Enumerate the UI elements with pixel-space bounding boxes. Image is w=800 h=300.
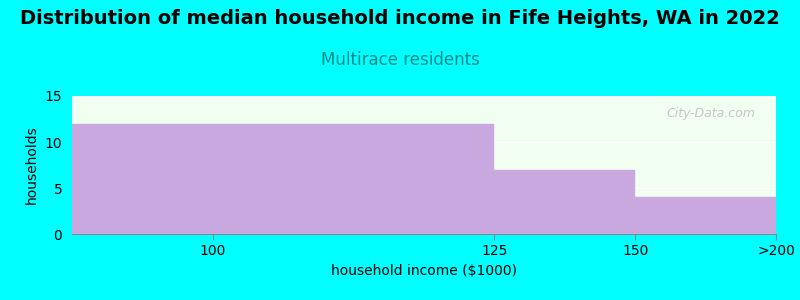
Y-axis label: households: households <box>25 126 39 204</box>
Bar <box>635 197 776 234</box>
Text: Distribution of median household income in Fife Heights, WA in 2022: Distribution of median household income … <box>20 9 780 28</box>
X-axis label: household income ($1000): household income ($1000) <box>331 264 517 278</box>
Bar <box>72 124 494 234</box>
Bar <box>494 169 635 234</box>
Text: Multirace residents: Multirace residents <box>321 51 479 69</box>
Text: City-Data.com: City-Data.com <box>666 107 755 120</box>
